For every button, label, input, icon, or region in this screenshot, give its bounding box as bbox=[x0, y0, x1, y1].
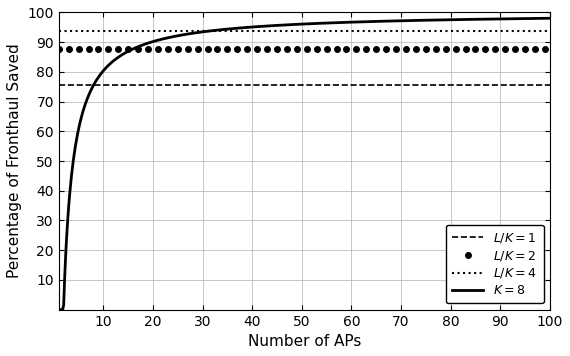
$L/K = 2$ bbox=[314, 47, 320, 51]
$L/K = 2$ bbox=[75, 47, 82, 51]
$K = 8$ bbox=[535, 16, 542, 21]
$L/K = 2$ bbox=[422, 47, 429, 51]
$L/K = 2$ bbox=[204, 47, 211, 51]
$K = 8$ bbox=[547, 16, 553, 20]
$L/K = 2$ bbox=[502, 47, 508, 51]
$K = 8$ bbox=[348, 20, 355, 24]
$L/K = 2$ bbox=[214, 47, 221, 51]
$K = 8$ bbox=[291, 22, 298, 27]
$L/K = 2$ bbox=[373, 47, 380, 51]
$L/K = 2$ bbox=[452, 47, 459, 51]
$L/K = 2$ bbox=[224, 47, 231, 51]
$L/K = 2$ bbox=[135, 47, 141, 51]
$L/K = 2$ bbox=[174, 47, 181, 51]
$L/K = 2$ bbox=[303, 47, 310, 51]
X-axis label: Number of APs: Number of APs bbox=[247, 334, 361, 349]
$L/K = 2$ bbox=[55, 47, 62, 51]
$K = 8$ bbox=[321, 21, 328, 25]
Line: $L/K = 2$: $L/K = 2$ bbox=[56, 46, 548, 52]
$L/K = 1$ bbox=[55, 83, 62, 87]
$L/K = 2$ bbox=[65, 47, 72, 51]
$L/K = 2$ bbox=[442, 47, 449, 51]
$L/K = 4$ bbox=[50, 28, 57, 33]
$L/K = 2$ bbox=[433, 47, 439, 51]
$L/K = 2$ bbox=[382, 47, 389, 51]
$L/K = 2$ bbox=[283, 47, 290, 51]
$L/K = 2$ bbox=[254, 47, 260, 51]
$L/K = 2$ bbox=[145, 47, 152, 51]
$L/K = 4$ bbox=[55, 28, 62, 33]
$L/K = 2$ bbox=[472, 47, 479, 51]
$L/K = 2$ bbox=[264, 47, 271, 51]
Y-axis label: Percentage of Fronthaul Saved: Percentage of Fronthaul Saved bbox=[7, 44, 22, 278]
$K = 8$ bbox=[288, 22, 295, 27]
$L/K = 2$ bbox=[115, 47, 121, 51]
$L/K = 2$ bbox=[95, 47, 102, 51]
$L/K = 2$ bbox=[542, 47, 548, 51]
$L/K = 2$ bbox=[154, 47, 161, 51]
$L/K = 2$ bbox=[413, 47, 420, 51]
$L/K = 2$ bbox=[244, 47, 251, 51]
$L/K = 2$ bbox=[353, 47, 360, 51]
$L/K = 2$ bbox=[343, 47, 350, 51]
Legend: $L/K = 1$, $L/K = 2$, $L/K = 4$, $K = 8$: $L/K = 1$, $L/K = 2$, $L/K = 4$, $K = 8$ bbox=[446, 225, 544, 303]
$L/K = 2$ bbox=[323, 47, 330, 51]
$L/K = 2$ bbox=[184, 47, 191, 51]
$L/K = 2$ bbox=[492, 47, 499, 51]
$K = 8$ bbox=[55, 308, 62, 312]
$L/K = 2$ bbox=[532, 47, 539, 51]
$L/K = 2$ bbox=[85, 47, 92, 51]
$L/K = 1$ bbox=[50, 83, 57, 87]
Line: $K = 8$: $K = 8$ bbox=[59, 18, 550, 310]
$L/K = 2$ bbox=[402, 47, 409, 51]
$L/K = 2$ bbox=[333, 47, 340, 51]
$L/K = 2$ bbox=[105, 47, 112, 51]
$L/K = 2$ bbox=[274, 47, 280, 51]
$L/K = 2$ bbox=[462, 47, 469, 51]
$L/K = 2$ bbox=[294, 47, 300, 51]
$K = 8$ bbox=[458, 17, 465, 22]
$L/K = 2$ bbox=[194, 47, 201, 51]
$L/K = 2$ bbox=[512, 47, 519, 51]
$L/K = 2$ bbox=[482, 47, 489, 51]
$L/K = 2$ bbox=[393, 47, 400, 51]
$L/K = 2$ bbox=[125, 47, 132, 51]
$L/K = 2$ bbox=[363, 47, 370, 51]
$L/K = 2$ bbox=[165, 47, 172, 51]
$L/K = 2$ bbox=[522, 47, 528, 51]
$L/K = 2$ bbox=[234, 47, 241, 51]
